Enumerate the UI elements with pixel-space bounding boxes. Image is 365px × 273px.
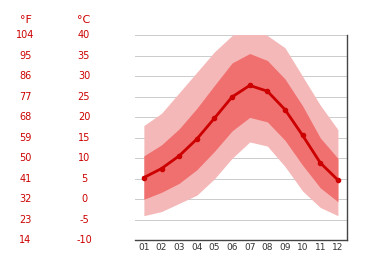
Text: 23: 23 [19, 215, 32, 225]
Text: °C: °C [77, 14, 91, 25]
Text: 77: 77 [19, 92, 32, 102]
Text: 86: 86 [19, 72, 32, 81]
Text: 68: 68 [19, 112, 32, 122]
Text: 25: 25 [78, 92, 90, 102]
Text: 41: 41 [19, 174, 32, 184]
Text: 5: 5 [81, 174, 87, 184]
Text: 30: 30 [78, 72, 90, 81]
Text: 95: 95 [19, 51, 32, 61]
Text: °F: °F [20, 14, 31, 25]
Text: 14: 14 [19, 235, 32, 245]
Text: 32: 32 [19, 194, 32, 204]
Text: 20: 20 [78, 112, 90, 122]
Text: 10: 10 [78, 153, 90, 163]
Text: -10: -10 [76, 235, 92, 245]
Text: 35: 35 [78, 51, 90, 61]
Text: -5: -5 [79, 215, 89, 225]
Text: 15: 15 [78, 133, 90, 143]
Text: 59: 59 [19, 133, 32, 143]
Text: 0: 0 [81, 194, 87, 204]
Text: 50: 50 [19, 153, 32, 163]
Text: 104: 104 [16, 31, 35, 40]
Text: 40: 40 [78, 31, 90, 40]
